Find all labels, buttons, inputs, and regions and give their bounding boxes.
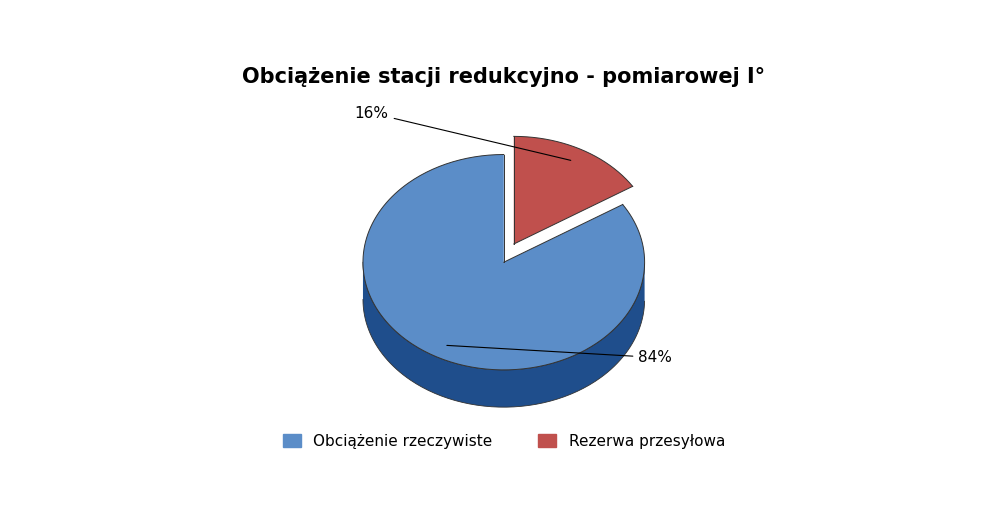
Text: 84%: 84% bbox=[447, 345, 672, 365]
Polygon shape bbox=[363, 262, 645, 407]
Polygon shape bbox=[514, 136, 633, 244]
Legend: Obciążenie rzeczywiste, Rezerwa przesyłowa: Obciążenie rzeczywiste, Rezerwa przesyło… bbox=[276, 428, 731, 455]
Text: 16%: 16% bbox=[355, 106, 571, 160]
Polygon shape bbox=[363, 154, 645, 370]
Text: Obciążenie stacji redukcyjno - pomiarowej I°: Obciążenie stacji redukcyjno - pomiarowe… bbox=[242, 67, 766, 87]
